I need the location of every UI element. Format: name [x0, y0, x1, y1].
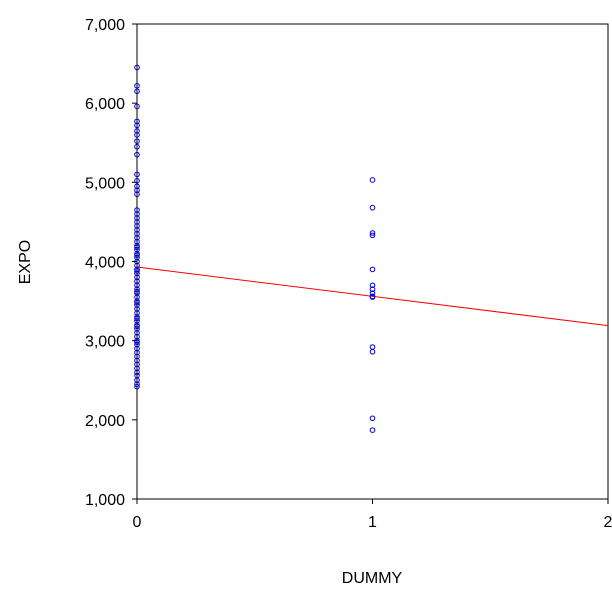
- data-point: [134, 270, 140, 277]
- y-tick-label: 7,000: [85, 17, 125, 34]
- data-point: [369, 286, 376, 293]
- data-point: [134, 339, 140, 346]
- data-point: [134, 383, 140, 390]
- data-point: [134, 310, 140, 316]
- data-point: [134, 306, 140, 312]
- data-point: [369, 177, 376, 183]
- y-tick-label: 1,000: [85, 492, 125, 509]
- y-tick-label: 2,000: [85, 413, 125, 430]
- data-point: [134, 318, 140, 324]
- y-tick-label: 4,000: [85, 255, 125, 272]
- data-point: [134, 207, 140, 213]
- data-point: [134, 132, 140, 138]
- x-axis-title: DUMMY: [342, 570, 403, 587]
- data-point: [369, 266, 376, 273]
- data-point: [134, 372, 140, 379]
- fit-line: [136, 266, 609, 327]
- data-point: [134, 187, 140, 194]
- data-point: [369, 427, 376, 433]
- data-point: [134, 274, 140, 281]
- y-axis-title: EXPO: [17, 240, 34, 284]
- data-point: [134, 333, 140, 340]
- data-point: [134, 103, 140, 110]
- data-point: [369, 282, 376, 289]
- data-point: [134, 329, 140, 336]
- data-point: [134, 244, 140, 251]
- data-point: [134, 151, 140, 158]
- y-tick-label: 5,000: [85, 175, 125, 192]
- data-point: [134, 254, 140, 261]
- data-point: [134, 361, 140, 368]
- data-point: [134, 219, 140, 225]
- data-point: [134, 294, 140, 300]
- data-point: [134, 227, 140, 233]
- x-tick-label: 2: [604, 514, 612, 531]
- data-point: [134, 258, 140, 265]
- data-point: [369, 294, 376, 300]
- data-point: [134, 315, 140, 322]
- data-point: [134, 211, 140, 217]
- data-point: [134, 88, 140, 95]
- data-point: [369, 344, 376, 350]
- data-point: [369, 415, 376, 422]
- data-point: [134, 230, 140, 237]
- x-tick-label: 1: [368, 514, 377, 531]
- data-point: [134, 302, 140, 308]
- data-point: [134, 349, 140, 356]
- y-tick-label: 6,000: [85, 96, 125, 113]
- data-point: [134, 177, 140, 184]
- data-point: [134, 171, 140, 178]
- data-point: [134, 288, 140, 295]
- data-point: [134, 262, 140, 269]
- data-point: [134, 341, 140, 348]
- data-point: [134, 82, 140, 89]
- data-point: [134, 365, 140, 372]
- data-point: [134, 282, 140, 289]
- data-point: [134, 325, 140, 332]
- data-point: [134, 215, 140, 221]
- data-point: [134, 369, 140, 376]
- data-point: [369, 290, 376, 296]
- data-point: [134, 299, 140, 306]
- data-point: [369, 348, 376, 355]
- data-point: [134, 234, 140, 241]
- data-point: [134, 64, 140, 71]
- data-point: [134, 286, 140, 293]
- data-point: [134, 238, 140, 245]
- data-point: [134, 191, 140, 198]
- data-point: [134, 268, 140, 274]
- data-points: [134, 64, 376, 433]
- data-point: [134, 138, 140, 144]
- data-point: [134, 118, 140, 125]
- data-point: [369, 232, 376, 239]
- data-point: [369, 230, 376, 236]
- data-point: [134, 128, 140, 134]
- data-point: [134, 323, 140, 330]
- data-point: [134, 357, 140, 364]
- data-point: [134, 252, 140, 258]
- data-point: [134, 223, 140, 229]
- y-tick-label: 3,000: [85, 334, 125, 351]
- chart-ticks: 1,000 2,000 3,000 4,000 5,000 6,000 7,000 0 1 2: [85, 17, 612, 531]
- data-point: [134, 143, 140, 150]
- x-tick-label: 0: [133, 514, 142, 531]
- data-point: [134, 246, 140, 253]
- data-point: [134, 278, 140, 285]
- data-point: [134, 122, 140, 129]
- data-point: [134, 353, 140, 360]
- data-point: [134, 345, 140, 352]
- data-point: [369, 204, 376, 211]
- data-point: [134, 381, 140, 388]
- data-point: [134, 183, 140, 190]
- regression-line: [136, 266, 609, 327]
